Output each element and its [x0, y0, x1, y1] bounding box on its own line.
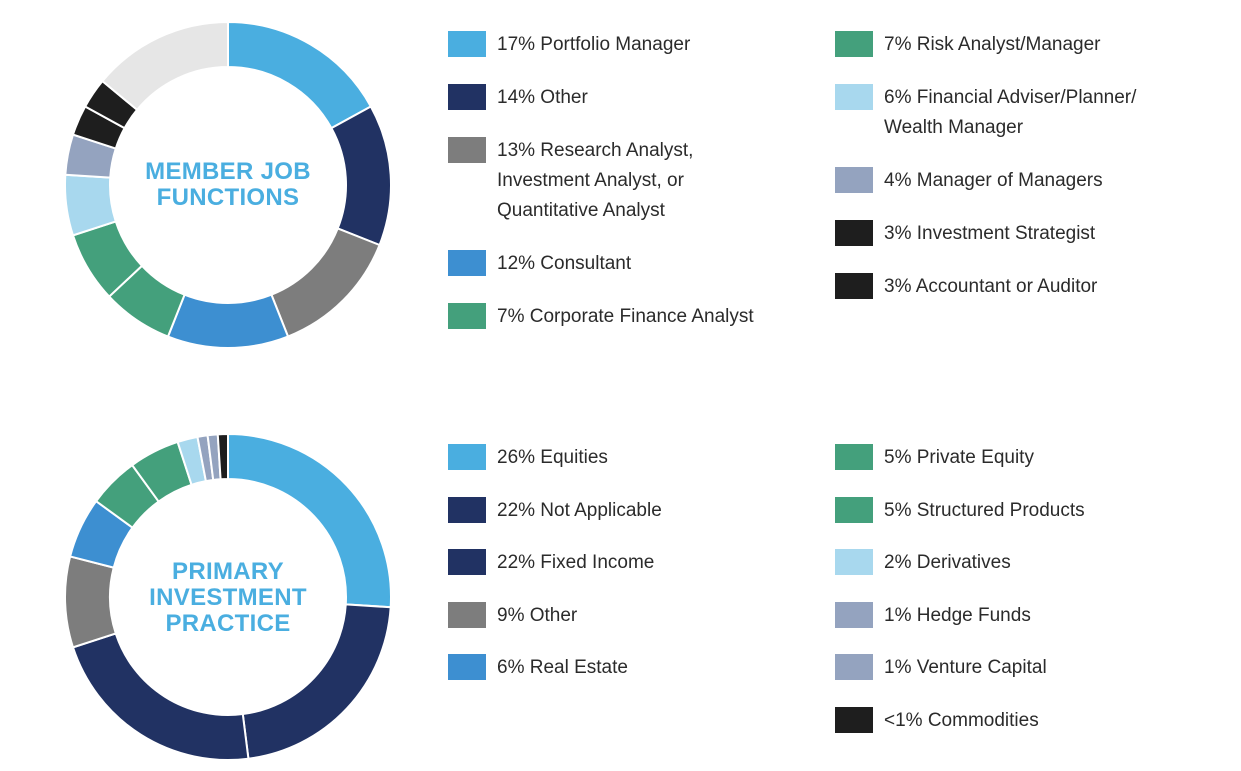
legend-swatch — [835, 654, 873, 680]
legend-label: 6% Financial Adviser/Planner/ — [884, 87, 1137, 108]
legend-label: 3% Accountant or Auditor — [884, 276, 1098, 297]
legend-item: 5% Private Equity — [835, 443, 1085, 473]
primary-investment-practice-donut — [64, 433, 392, 761]
legend-label: 14% Other — [497, 87, 588, 108]
legend-item: 26% Equities — [448, 443, 662, 473]
title-line: PRIMARY — [172, 558, 284, 585]
slice-9-other — [64, 555, 118, 649]
legend-item: 6% Real Estate — [448, 653, 662, 683]
legend-swatch — [835, 496, 873, 523]
legend-label: 22% Not Applicable — [497, 499, 662, 521]
legend-label: 1% Hedge Funds — [884, 604, 1031, 626]
legend-item: 3% Investment Strategist — [835, 219, 1136, 249]
legend-label: 6% Real Estate — [497, 657, 628, 678]
title-line: PRACTICE — [165, 610, 291, 637]
legend-swatch — [835, 273, 873, 299]
legend-label: 17% Portfolio Manager — [497, 34, 691, 55]
legend-label: <1% Commodities — [884, 709, 1039, 731]
title-line: MEMBER JOB — [145, 158, 311, 185]
title-line: FUNCTIONS — [156, 184, 300, 211]
legend-label: 1% Venture Capital — [884, 657, 1047, 678]
legend-swatch — [448, 303, 486, 329]
legend-label: Wealth Manager — [884, 117, 1024, 138]
legend-item: 22% Not Applicable — [448, 496, 662, 526]
legend-label: 3% Investment Strategist — [884, 223, 1096, 244]
legend-swatch — [835, 601, 873, 628]
member-job-functions-title: MEMBER JOB FUNCTIONS — [110, 120, 346, 250]
legend-swatch — [448, 601, 486, 628]
legend-swatch — [835, 167, 873, 193]
legend-item: 7% Corporate Finance Analyst — [448, 302, 754, 332]
legend-swatch — [835, 84, 873, 110]
legend-item: 22% Fixed Income — [448, 548, 662, 578]
legend-item: 13% Research Analyst, Investment Analyst,… — [448, 136, 754, 226]
legend-label: 26% Equities — [497, 447, 608, 468]
legend-label: Quantitative Analyst — [497, 200, 665, 221]
legend-swatch — [448, 444, 486, 470]
legend-item: <1% Commodities — [835, 706, 1085, 736]
legend-item: 6% Financial Adviser/Planner/Wealth Mana… — [835, 83, 1136, 143]
legend-swatch — [835, 549, 873, 575]
primary-investment-practice-title: PRIMARY INVESTMENT PRACTICE — [110, 533, 346, 663]
legend-label: 5% Private Equity — [884, 447, 1034, 468]
legend-swatch — [835, 706, 873, 733]
legend-swatch — [448, 31, 486, 57]
legend-swatch — [448, 549, 486, 575]
legend-item: 9% Other — [448, 601, 662, 631]
legend-swatch — [448, 137, 486, 163]
legend-item: 1% Hedge Funds — [835, 601, 1085, 631]
slice-17-portfolio-manager — [227, 21, 373, 130]
legend-item: 4% Manager of Managers — [835, 166, 1136, 196]
legend-label: 7% Risk Analyst/Manager — [884, 34, 1101, 55]
title-line: INVESTMENT — [149, 584, 307, 611]
legend-label: 7% Corporate Finance Analyst — [497, 306, 754, 327]
slice-1-commodities — [216, 433, 229, 481]
slice-12-consultant — [166, 293, 290, 349]
legend-swatch — [835, 220, 873, 246]
legend-item: 14% Other — [448, 83, 754, 113]
legend-label: 13% Research Analyst, — [497, 140, 694, 161]
legend-swatch — [835, 444, 873, 470]
legend-label: 12% Consultant — [497, 253, 632, 274]
member-job-functions-legend-left: 17% Portfolio Manager 14% Other 13% Resear… — [448, 30, 754, 355]
legend-item: 1% Venture Capital — [835, 653, 1085, 683]
legend-item: 2% Derivatives — [835, 548, 1085, 578]
slice-remainder — [100, 21, 229, 112]
legend-label: 5% Structured Products — [884, 499, 1085, 521]
legend-swatch — [835, 31, 873, 57]
legend-swatch — [448, 84, 486, 110]
legend-swatch — [448, 654, 486, 680]
legend-swatch — [448, 496, 486, 523]
member-job-functions-legend-right: 7% Risk Analyst/Manager 6% Financial Advi… — [835, 30, 1136, 325]
legend-item: 12% Consultant — [448, 249, 754, 279]
legend-label: Investment Analyst, or — [497, 170, 684, 191]
legend-item: 17% Portfolio Manager — [448, 30, 754, 60]
primary-investment-practice-legend-left: 26% Equities 22% Not Applicable 22% Fixed … — [448, 443, 662, 706]
primary-investment-practice-legend-right: 5% Private Equity 5% Structured Products 2… — [835, 443, 1085, 758]
member-job-functions-donut — [64, 21, 392, 349]
legend-label: 2% Derivatives — [884, 552, 1011, 573]
legend-item: 5% Structured Products — [835, 496, 1085, 526]
legend-label: 9% Other — [497, 604, 578, 626]
legend-label: 4% Manager of Managers — [884, 170, 1103, 191]
legend-label: 22% Fixed Income — [497, 552, 655, 573]
legend-swatch — [448, 250, 486, 276]
legend-item: 3% Accountant or Auditor — [835, 272, 1136, 302]
legend-item: 7% Risk Analyst/Manager — [835, 30, 1136, 60]
